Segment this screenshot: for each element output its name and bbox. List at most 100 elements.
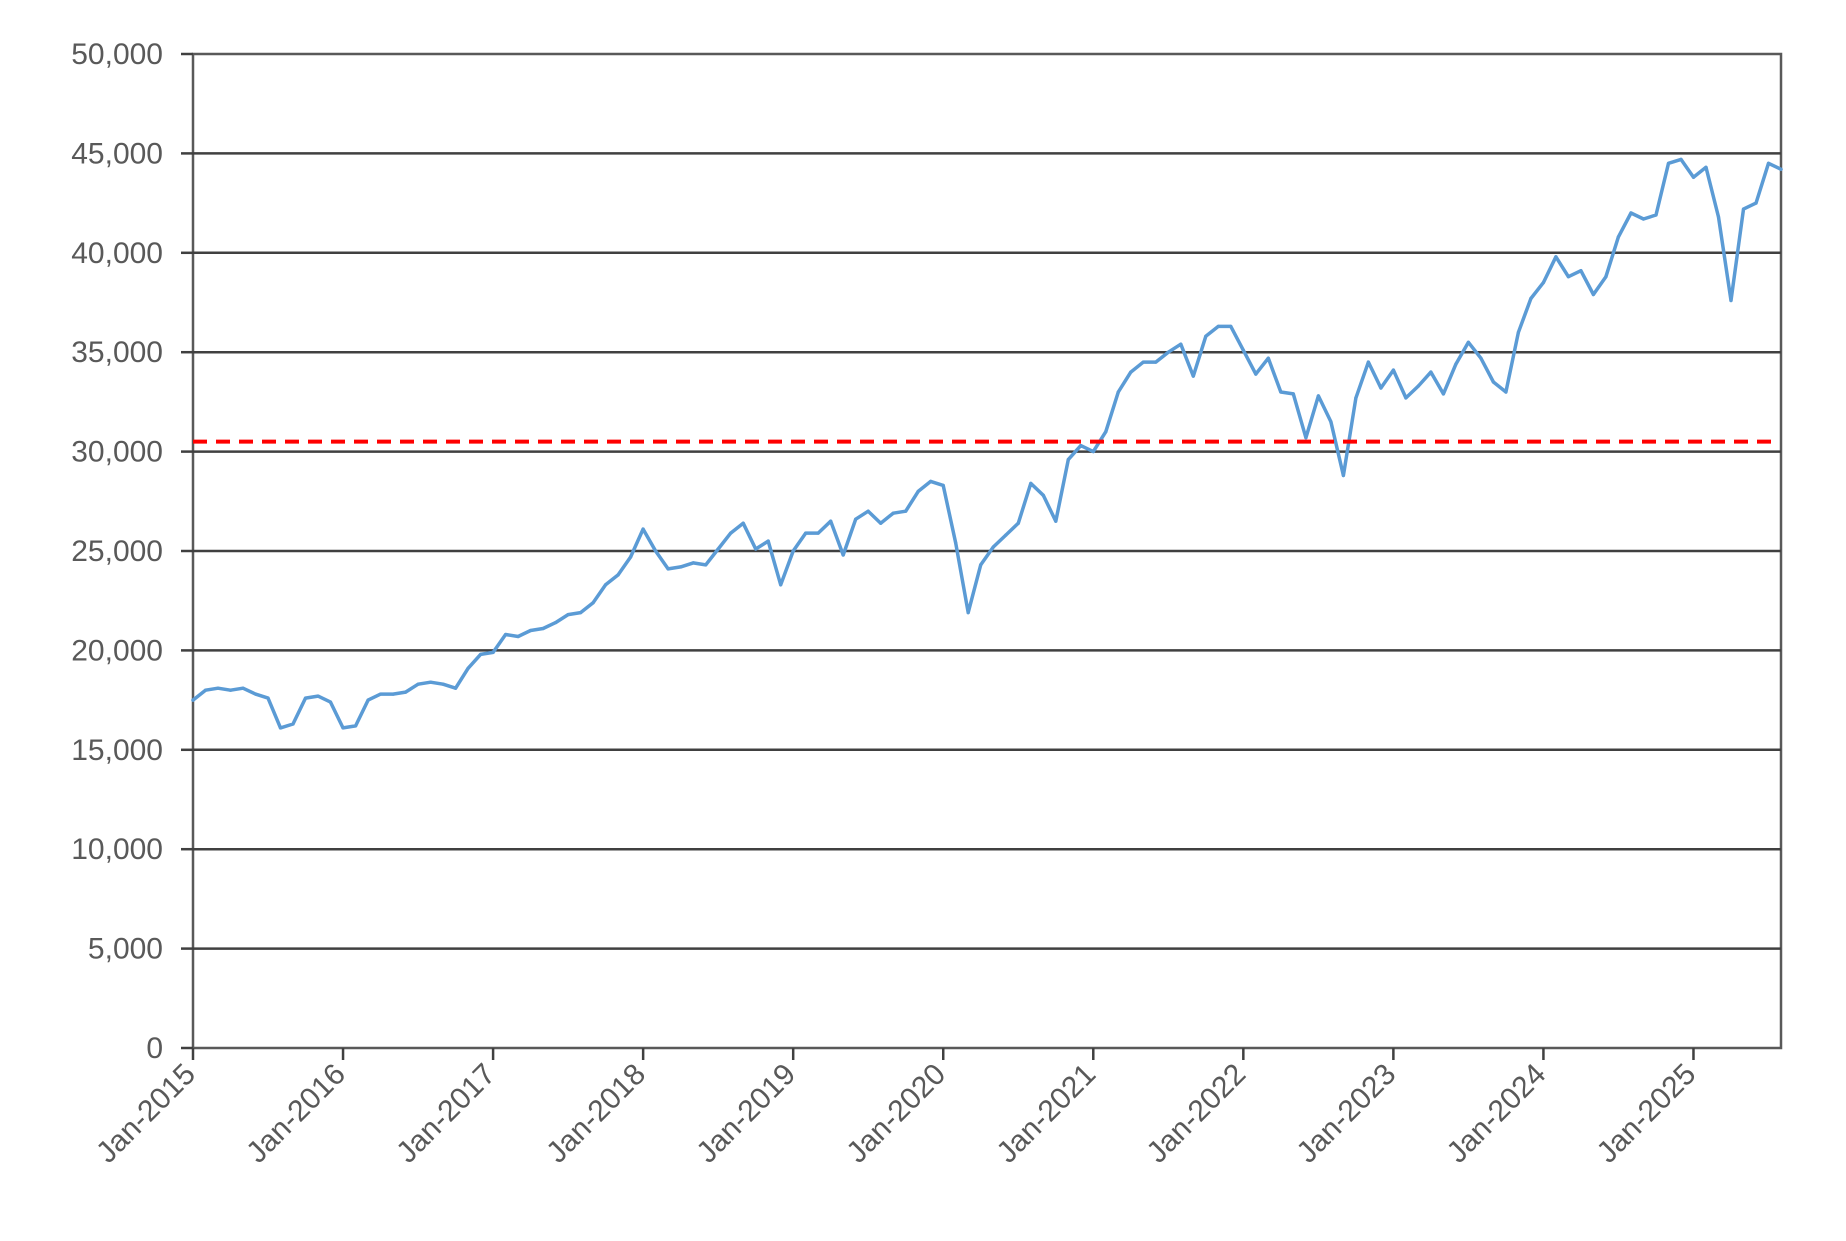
- data-point: [504, 632, 508, 637]
- data-point: [1154, 360, 1158, 364]
- data-point: [991, 545, 995, 549]
- data-point: [1191, 374, 1195, 378]
- data-point: [929, 479, 933, 483]
- x-tick-label: Jan-2018: [540, 1058, 652, 1170]
- data-point: [1379, 386, 1383, 390]
- data-point: [1441, 392, 1445, 396]
- y-tick-label: 5,000: [88, 933, 163, 966]
- data-point: [529, 628, 533, 633]
- data-point: [766, 539, 770, 543]
- data-point: [1779, 167, 1783, 171]
- data-point: [1616, 235, 1620, 239]
- data-point: [1229, 324, 1233, 328]
- data-point: [891, 511, 895, 515]
- data-point: [278, 726, 283, 730]
- data-point: [241, 686, 245, 690]
- data-point: [1429, 370, 1433, 374]
- x-tick-label: Jan-2019: [690, 1058, 802, 1170]
- data-point: [1416, 384, 1420, 388]
- data-point: [454, 686, 458, 690]
- data-point: [203, 688, 208, 692]
- data-point: [1566, 275, 1570, 279]
- series-layer: [191, 157, 1783, 730]
- data-point: [1516, 330, 1520, 334]
- data-point: [1704, 165, 1708, 169]
- data-point: [1291, 392, 1295, 396]
- data-point: [1254, 372, 1258, 376]
- data-point: [1304, 436, 1308, 440]
- data-point: [1104, 430, 1108, 434]
- data-point: [1366, 360, 1370, 364]
- data-point: [1579, 269, 1583, 273]
- data-point: [1729, 298, 1733, 303]
- x-tick-label: Jan-2015: [90, 1058, 202, 1170]
- data-point: [816, 531, 820, 535]
- data-point: [1116, 390, 1120, 394]
- data-point: [804, 531, 808, 535]
- data-point: [1079, 444, 1083, 448]
- y-tick-label: 50,000: [71, 38, 163, 71]
- data-point: [429, 680, 433, 684]
- data-point: [491, 650, 495, 655]
- data-point: [1141, 360, 1145, 364]
- y-tick-label: 25,000: [71, 535, 163, 568]
- data-point: [1316, 394, 1320, 398]
- data-point: [1666, 161, 1671, 165]
- data-point: [1641, 217, 1646, 221]
- data-point: [679, 565, 683, 569]
- data-point: [1454, 362, 1458, 366]
- x-tick-label: Jan-2021: [990, 1058, 1102, 1170]
- data-point: [704, 563, 708, 567]
- data-point: [1016, 521, 1020, 525]
- data-point: [341, 726, 345, 730]
- data-point: [1654, 213, 1658, 217]
- data-point: [754, 547, 758, 551]
- data-point: [604, 583, 608, 587]
- data-point: [416, 682, 420, 686]
- data-point: [691, 561, 695, 565]
- x-tick-label: Jan-2020: [840, 1058, 952, 1170]
- data-point: [1341, 473, 1345, 478]
- data-point: [1504, 390, 1508, 394]
- data-point: [741, 521, 745, 525]
- data-point: [916, 489, 920, 493]
- data-point: [979, 563, 983, 567]
- data-point: [316, 694, 320, 698]
- data-point: [391, 692, 395, 696]
- data-point: [654, 549, 658, 553]
- data-point: [666, 567, 670, 571]
- data-point: [579, 611, 583, 615]
- y-axis-tick-labels: 0 5,000 10,000 15,000 20,000 25,000 30,000 35,0…: [71, 38, 163, 1065]
- data-point: [1629, 211, 1633, 215]
- data-point: [1354, 396, 1358, 400]
- data-point: [1129, 370, 1133, 374]
- data-point: [1166, 350, 1170, 354]
- data-point: [1716, 215, 1721, 219]
- x-tick-label: Jan-2024: [1441, 1058, 1553, 1170]
- data-point: [1591, 292, 1595, 297]
- data-point: [1391, 368, 1395, 372]
- data-point: [1241, 348, 1245, 352]
- data-point: [779, 583, 783, 587]
- data-point: [328, 700, 333, 704]
- data-point: [1204, 334, 1208, 338]
- data-point: [216, 686, 220, 690]
- data-point: [1679, 157, 1683, 161]
- data-point: [1004, 533, 1008, 537]
- data-point: [1691, 175, 1696, 179]
- y-tick-label: 10,000: [71, 833, 163, 866]
- data-point: [404, 690, 408, 694]
- x-tick-label: Jan-2023: [1291, 1058, 1403, 1170]
- data-point: [1054, 519, 1058, 523]
- data-point: [379, 692, 383, 696]
- data-point: [791, 549, 795, 553]
- data-point: [354, 724, 358, 728]
- data-point: [366, 698, 370, 702]
- data-point: [879, 521, 883, 525]
- data-point: [1329, 420, 1333, 424]
- data-point: [479, 652, 483, 657]
- data-point: [1041, 493, 1045, 497]
- data-point: [1529, 296, 1533, 301]
